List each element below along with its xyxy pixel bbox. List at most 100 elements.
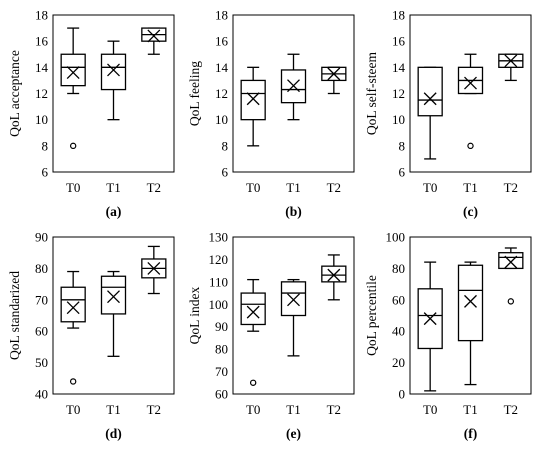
mean-marker xyxy=(107,63,120,77)
panel-label: (c) xyxy=(463,204,478,219)
y-tick-label: 18 xyxy=(392,8,405,23)
x-tick-label: T2 xyxy=(504,180,518,195)
mean-marker xyxy=(246,92,260,106)
mean-marker xyxy=(464,294,477,308)
x-tick-label: T0 xyxy=(246,180,260,195)
mean-marker xyxy=(464,76,477,90)
mean-marker xyxy=(147,29,161,43)
x-tick-label: T1 xyxy=(286,402,300,417)
box-t2 xyxy=(141,245,167,295)
y-tick-label: 16 xyxy=(392,34,406,49)
y-tick-label: 110 xyxy=(209,274,228,289)
plot-frame xyxy=(52,14,175,173)
y-tick-label: 12 xyxy=(392,86,405,101)
y-tick-label: 6 xyxy=(399,165,406,180)
x-tick-label: T2 xyxy=(504,402,518,417)
y-axis-label: QoL index xyxy=(187,286,202,344)
mean-marker xyxy=(66,66,80,80)
y-tick-label: 6 xyxy=(222,165,229,180)
mean-marker xyxy=(107,290,120,304)
chart-panel-3: 6 8 10 12 14 16 18 QoL self-steem T0 T1 T2 (c) xyxy=(364,8,532,219)
y-axis-label: QoL standarized xyxy=(7,271,22,360)
iqr-box xyxy=(100,53,127,91)
iqr-box xyxy=(321,265,347,283)
mean-marker xyxy=(287,79,300,93)
y-tick-label: 10 xyxy=(35,112,48,127)
y-tick-label: 80 xyxy=(35,261,48,276)
mean-marker xyxy=(423,312,437,326)
y-tick-label: 90 xyxy=(215,319,228,334)
iqr-box xyxy=(240,79,266,121)
plot-frame xyxy=(232,14,355,173)
x-tick-label: T2 xyxy=(147,402,161,417)
box-t1 xyxy=(457,53,484,150)
chart-panel-6: 0 20 40 60 80 100 QoL percentile T0 T1 T2 (f) xyxy=(364,230,532,441)
panel-label: (f) xyxy=(464,426,478,441)
panel-label: (e) xyxy=(286,426,301,441)
box-t2 xyxy=(498,247,524,305)
chart-panel-4: 40 50 60 70 80 90 QoL standarized T0 T1 T2 (d) xyxy=(7,230,175,441)
x-tick-label: T0 xyxy=(423,180,437,195)
box-t0 xyxy=(240,66,266,147)
box-t1 xyxy=(457,261,484,386)
y-tick-label: 10 xyxy=(215,112,228,127)
box-t2 xyxy=(141,27,167,55)
plot-frame xyxy=(52,236,175,395)
y-axis-label: QoL acceptance xyxy=(7,50,22,137)
x-tick-label: T0 xyxy=(66,402,80,417)
y-tick-label: 14 xyxy=(392,60,406,75)
box-t2 xyxy=(321,254,347,301)
y-tick-label: 20 xyxy=(392,355,405,370)
y-axis-label: QoL self-steem xyxy=(364,51,379,135)
y-tick-label: 40 xyxy=(392,324,405,339)
box-t0 xyxy=(60,270,86,385)
x-tick-label: T0 xyxy=(423,402,437,417)
mean-marker xyxy=(327,67,341,81)
box-t0 xyxy=(60,27,86,150)
panel-label: (a) xyxy=(106,204,122,219)
x-tick-label: T1 xyxy=(106,180,120,195)
y-tick-label: 18 xyxy=(35,8,48,23)
outlier-point xyxy=(249,379,257,386)
box-t0 xyxy=(240,278,266,386)
y-tick-label: 12 xyxy=(215,86,228,101)
y-tick-label: 16 xyxy=(35,34,49,49)
y-tick-label: 60 xyxy=(392,292,405,307)
panel-label: (d) xyxy=(105,426,122,441)
mean-marker xyxy=(327,268,341,282)
mean-marker xyxy=(504,54,518,68)
box-t1 xyxy=(280,278,307,357)
y-tick-label: 8 xyxy=(42,138,49,153)
outlier-point xyxy=(69,378,77,385)
y-tick-label: 70 xyxy=(35,292,48,307)
plot-frame xyxy=(232,236,355,395)
y-tick-label: 8 xyxy=(399,138,406,153)
x-tick-label: T0 xyxy=(66,180,80,195)
mean-marker xyxy=(147,261,161,275)
y-tick-label: 80 xyxy=(392,261,405,276)
iqr-box xyxy=(417,66,443,117)
y-tick-label: 90 xyxy=(35,230,48,245)
x-tick-label: T1 xyxy=(106,402,120,417)
y-tick-label: 12 xyxy=(35,86,48,101)
mean-marker xyxy=(504,255,518,269)
y-tick-label: 14 xyxy=(35,60,49,75)
chart-panel-1: 6 8 10 12 14 16 18 QoL acceptance T0 T1 T2 (a) xyxy=(7,8,175,219)
box-t1 xyxy=(100,270,127,357)
x-tick-label: T2 xyxy=(327,402,341,417)
y-tick-label: 100 xyxy=(209,297,229,312)
y-tick-label: 80 xyxy=(215,342,228,357)
mean-marker xyxy=(66,301,80,315)
y-axis-label: QoL feeling xyxy=(187,61,202,126)
y-tick-label: 10 xyxy=(392,112,405,127)
x-tick-label: T2 xyxy=(327,180,341,195)
box-t1 xyxy=(100,40,127,121)
y-tick-label: 70 xyxy=(215,364,228,379)
box-t0 xyxy=(417,66,443,160)
y-tick-label: 8 xyxy=(222,138,229,153)
box-t2 xyxy=(321,66,347,95)
outlier-point xyxy=(69,142,77,150)
x-tick-label: T2 xyxy=(147,180,161,195)
iqr-box xyxy=(60,53,86,87)
